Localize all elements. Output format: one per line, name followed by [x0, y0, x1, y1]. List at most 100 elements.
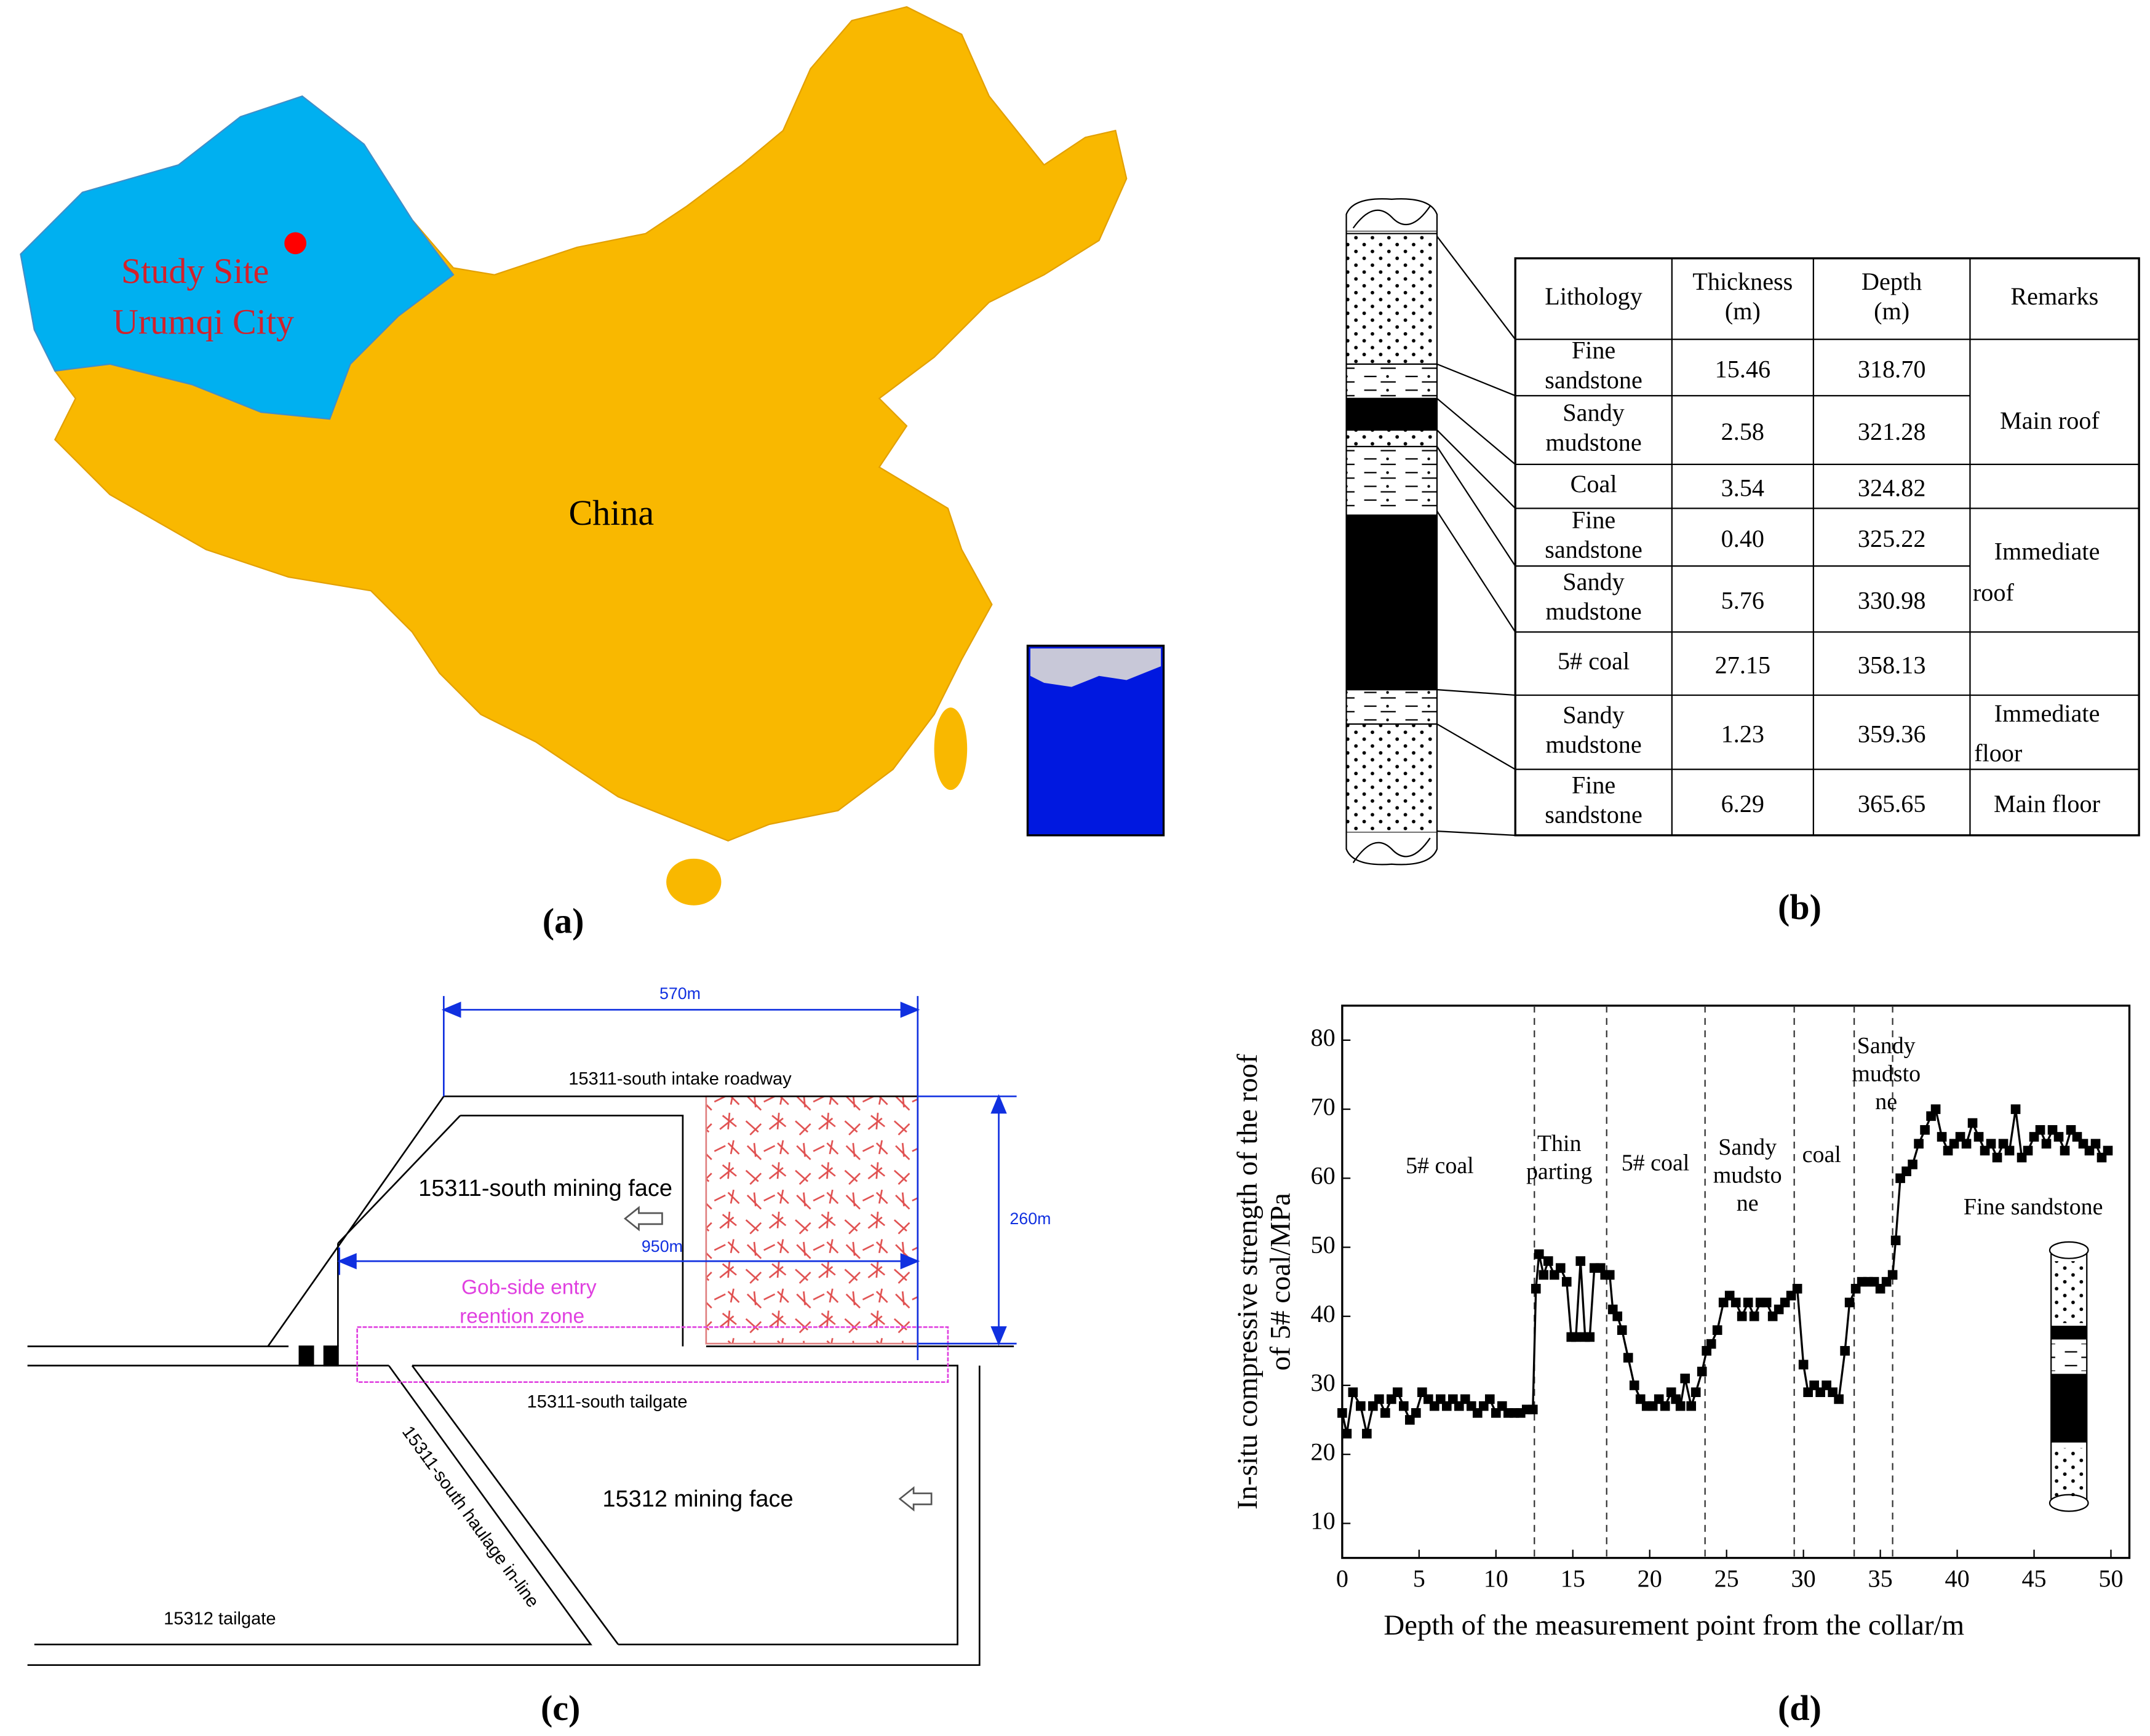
data-point [1585, 1332, 1595, 1342]
table-remark: Immediate [1994, 699, 2100, 727]
table-cell: mudstone [1545, 731, 1641, 759]
data-point [1612, 1311, 1623, 1321]
data-point [1571, 1332, 1581, 1342]
x-tick-label: 45 [2021, 1565, 2046, 1593]
table-cell: sandstone [1545, 366, 1642, 394]
y-tick-label: 20 [1311, 1438, 1336, 1465]
data-point [1967, 1118, 1978, 1128]
column-table-panel: (b) LithologyThickness(m)Depth(m)Remarks… [1345, 198, 2140, 927]
data-point [1356, 1401, 1366, 1411]
layer-label: coal [1802, 1142, 1841, 1168]
data-point [1697, 1366, 1707, 1377]
advance-arrow [898, 1486, 933, 1512]
dimension-label: 260m [1009, 1209, 1051, 1228]
connector [1436, 723, 1516, 770]
table-header: (m) [1874, 297, 1909, 325]
table-remark: roof [1973, 578, 2015, 606]
table-cell: 358.13 [1858, 651, 1926, 679]
data-point [1761, 1297, 1772, 1308]
data-point [1930, 1104, 1941, 1114]
caption: (b) [1778, 887, 1822, 927]
table-header: Depth [1861, 268, 1922, 295]
layer-label: Thin [1537, 1131, 1582, 1157]
y-tick-label: 30 [1311, 1369, 1336, 1396]
y-tick-label: 40 [1311, 1300, 1336, 1328]
roadway [27, 1095, 1014, 1666]
x-tick-label: 15 [1561, 1565, 1585, 1593]
x-tick-label: 35 [1868, 1565, 1893, 1593]
y-axis-label: of 5# coal/MPa [1265, 1193, 1297, 1371]
table-cell: mudstone [1545, 428, 1641, 456]
column-layer [1346, 233, 1437, 364]
connector [1436, 363, 1516, 397]
data-point [1531, 1284, 1541, 1294]
layer-label: Fine sandstone [1964, 1194, 2103, 1220]
data-point [2035, 1125, 2045, 1135]
data-point [1986, 1139, 1996, 1149]
data-point [1543, 1256, 1553, 1266]
data-point [1798, 1360, 1809, 1370]
zone-label: reention zone [460, 1305, 584, 1328]
column-layer [1346, 398, 1437, 431]
table-cell: 0.40 [1721, 525, 1764, 552]
table-cell: 5.76 [1721, 587, 1764, 615]
data-point [1561, 1276, 1572, 1287]
table-cell: 6.29 [1721, 790, 1764, 818]
data-point [1973, 1132, 1984, 1142]
data-point [2103, 1145, 2113, 1156]
x-tick-label: 30 [1791, 1565, 1816, 1593]
column-cap [1345, 198, 1438, 231]
data-point [1737, 1311, 1747, 1321]
connector [1436, 511, 1516, 632]
data-point [1706, 1339, 1716, 1349]
plot-frame [1341, 1005, 2131, 1559]
connector [1436, 397, 1516, 465]
layer-label: mudsto [1852, 1061, 1921, 1086]
site-label: Study Site [121, 251, 269, 291]
data-point [1617, 1325, 1627, 1336]
column-icon [2048, 1241, 2089, 1512]
table-border [1514, 257, 2140, 837]
gob-zone-box [356, 1326, 949, 1384]
table-cell: Sandy [1563, 701, 1624, 728]
data-point [1411, 1408, 1421, 1418]
data-point [1534, 1249, 1544, 1259]
data-point [2041, 1139, 2052, 1149]
table-remark: Main floor [1994, 790, 2101, 818]
x-tick-label: 20 [1638, 1565, 1662, 1593]
data-point [1690, 1387, 1701, 1398]
data-point [2090, 1139, 2101, 1149]
table-remark: floor [1974, 739, 2023, 767]
table-cell: Sandy [1563, 568, 1624, 595]
data-point [1937, 1132, 1947, 1142]
data-point [1484, 1394, 1495, 1404]
table-cell: 27.15 [1715, 651, 1770, 679]
face-label: 15312 mining face [602, 1486, 793, 1512]
caption: (d) [1778, 1688, 1822, 1728]
x-tick-label: 50 [2098, 1565, 2123, 1593]
layer-label: mudsto [1713, 1163, 1782, 1189]
data-point [1680, 1373, 1690, 1384]
road-label: 15311-south tailgate [527, 1392, 688, 1412]
table-cell: mudstone [1545, 597, 1641, 625]
column-layer [1346, 723, 1437, 832]
data-point [1575, 1256, 1586, 1266]
data-point [1623, 1353, 1633, 1363]
data-point [1914, 1139, 1924, 1149]
x-tick-label: 0 [1336, 1565, 1348, 1593]
layer-label: 5# coal [1622, 1150, 1690, 1176]
data-point [1555, 1263, 1566, 1273]
table-cell: Fine [1572, 336, 1615, 364]
gob-area [705, 1095, 919, 1345]
inset-land [1030, 648, 1161, 687]
layer-label: Sandy [1718, 1134, 1777, 1160]
column-layer [1346, 690, 1437, 724]
table-cell: 15.46 [1715, 355, 1770, 383]
y-tick-label: 80 [1311, 1024, 1336, 1051]
data-point [1604, 1270, 1615, 1280]
caption: (a) [543, 901, 584, 941]
connector [1436, 446, 1516, 567]
column-layer [1346, 364, 1437, 399]
x-tick-label: 10 [1484, 1565, 1508, 1593]
table-cell: 5# coal [1558, 647, 1630, 675]
